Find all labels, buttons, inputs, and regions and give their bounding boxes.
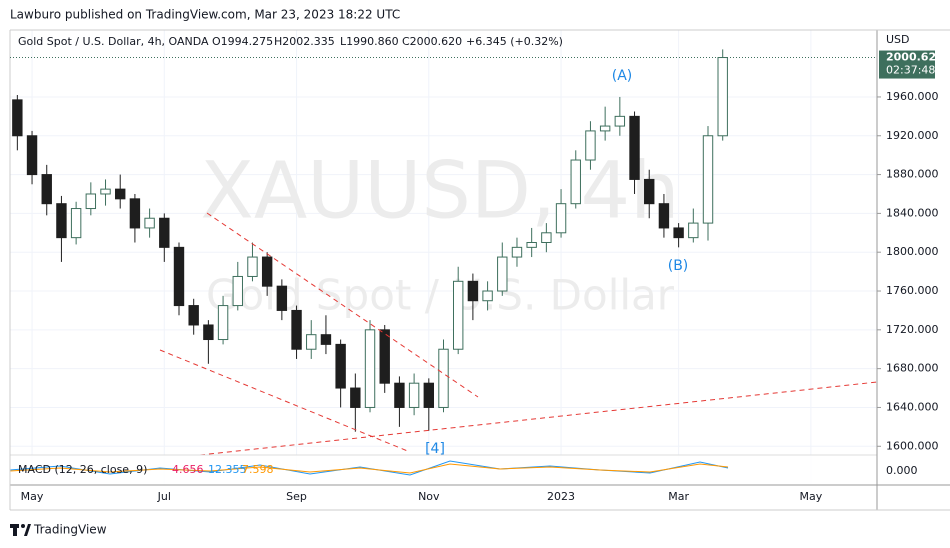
candle-body [702,135,714,224]
ohlc-change: +6.345 (+0.32%) [466,35,563,48]
signal-line [9,463,729,474]
candle-body [144,217,155,229]
candle-body [452,280,464,350]
trend-line [159,349,411,453]
watermark: XAUUSD, 4h [200,146,679,236]
x-tick-label: Nov [418,490,440,503]
candle-body [526,242,537,248]
candle-body [232,275,243,307]
x-tick-label: Mar [668,490,689,503]
last-price-label: 2000.620 [886,51,944,64]
candle-body [541,232,552,243]
candle-body [658,203,670,229]
wave-label: [4] [425,441,445,457]
candle-body [364,329,376,408]
candle-body [203,324,214,341]
candle-body [482,290,493,302]
candle-body [570,159,581,205]
ohlc-open: O1994.275 [212,35,273,48]
candle-body [644,178,655,205]
candle-body [217,305,229,341]
candle-body [614,115,626,127]
candle-body [129,198,141,229]
candle-body [188,305,199,326]
indicator-pane [10,455,877,485]
candle-body [511,246,523,258]
x-tick-label: Sep [286,490,307,503]
candle-body [247,256,258,277]
candle-body [56,203,67,239]
y-tick-label: 1720.000 [886,323,939,336]
candle-body [673,227,684,239]
candle-body [717,57,728,137]
candle-body [688,222,699,239]
x-tick-label: May [21,490,44,503]
candle-body [306,334,317,350]
candle-body [261,256,273,287]
candle-body [291,309,302,350]
candle-body [335,343,346,389]
currency: USD [886,33,910,46]
wave-label: (B) [668,258,689,274]
brand: TradingView [33,523,107,537]
x-tick-label: May [799,490,822,503]
candle-body [555,203,567,234]
candle-body [394,382,405,408]
watermark-sub: Gold Spot / U.S. Dollar [206,271,675,320]
ohlc-close: C2000.620 [402,35,462,48]
countdown: 02:37:48 [886,64,935,77]
y-tick-label: 1800.000 [886,245,939,258]
y-tick-label: 1960.000 [886,90,939,103]
x-tick-label: Jul [157,490,171,503]
y-tick-label: 1840.000 [886,206,939,219]
indicator-name: MACD (12, 26, close, 9) [18,463,147,476]
candle-body [629,115,640,180]
candle-body [350,387,361,408]
y-tick-label: 1760.000 [886,284,939,297]
candle-body [467,280,479,302]
candle-body [276,285,288,311]
x-tick-label: 2023 [547,490,575,503]
candle-body [423,382,435,408]
trend-line [199,381,878,456]
candle-body [497,256,508,292]
y-tick-label: 1920.000 [886,129,939,142]
indicator-value: 12.355 [208,463,247,476]
symbol: Gold Spot / U.S. Dollar, 4h, OANDA [18,35,209,48]
candle-body [70,208,82,239]
publisher: Lawburo published on TradingView.com, Ma… [10,8,400,22]
candle-body [408,382,420,408]
y-tick-label: 1640.000 [886,400,939,413]
y-tick-label: 1880.000 [886,168,939,181]
brand-logo [10,524,31,536]
ohlc-low: L1990.860 [340,35,399,48]
candle-body [26,135,38,176]
candle-body [12,99,23,137]
candle-body [599,125,611,132]
indicator-value: 7.598 [242,463,274,476]
candle-body [100,188,111,195]
y-tick-label: 1680.000 [886,362,939,375]
indicator-value: 4.656 [172,463,204,476]
wave-label: (A) [612,68,633,84]
y-tick-label: 1600.000 [886,439,939,452]
candle-body [159,217,170,248]
indicator-tick-label: 0.000 [886,464,918,477]
candle-body [438,348,449,408]
candle-body [585,130,596,161]
candle-body [85,193,97,210]
candle-body [379,329,390,384]
trend-line [206,212,479,398]
candle-body [173,246,185,307]
ohlc-high: H2002.335 [274,35,335,48]
candle-body [320,334,332,345]
candle-body [41,174,52,205]
price-badge [879,50,935,79]
candle-body [115,188,126,200]
